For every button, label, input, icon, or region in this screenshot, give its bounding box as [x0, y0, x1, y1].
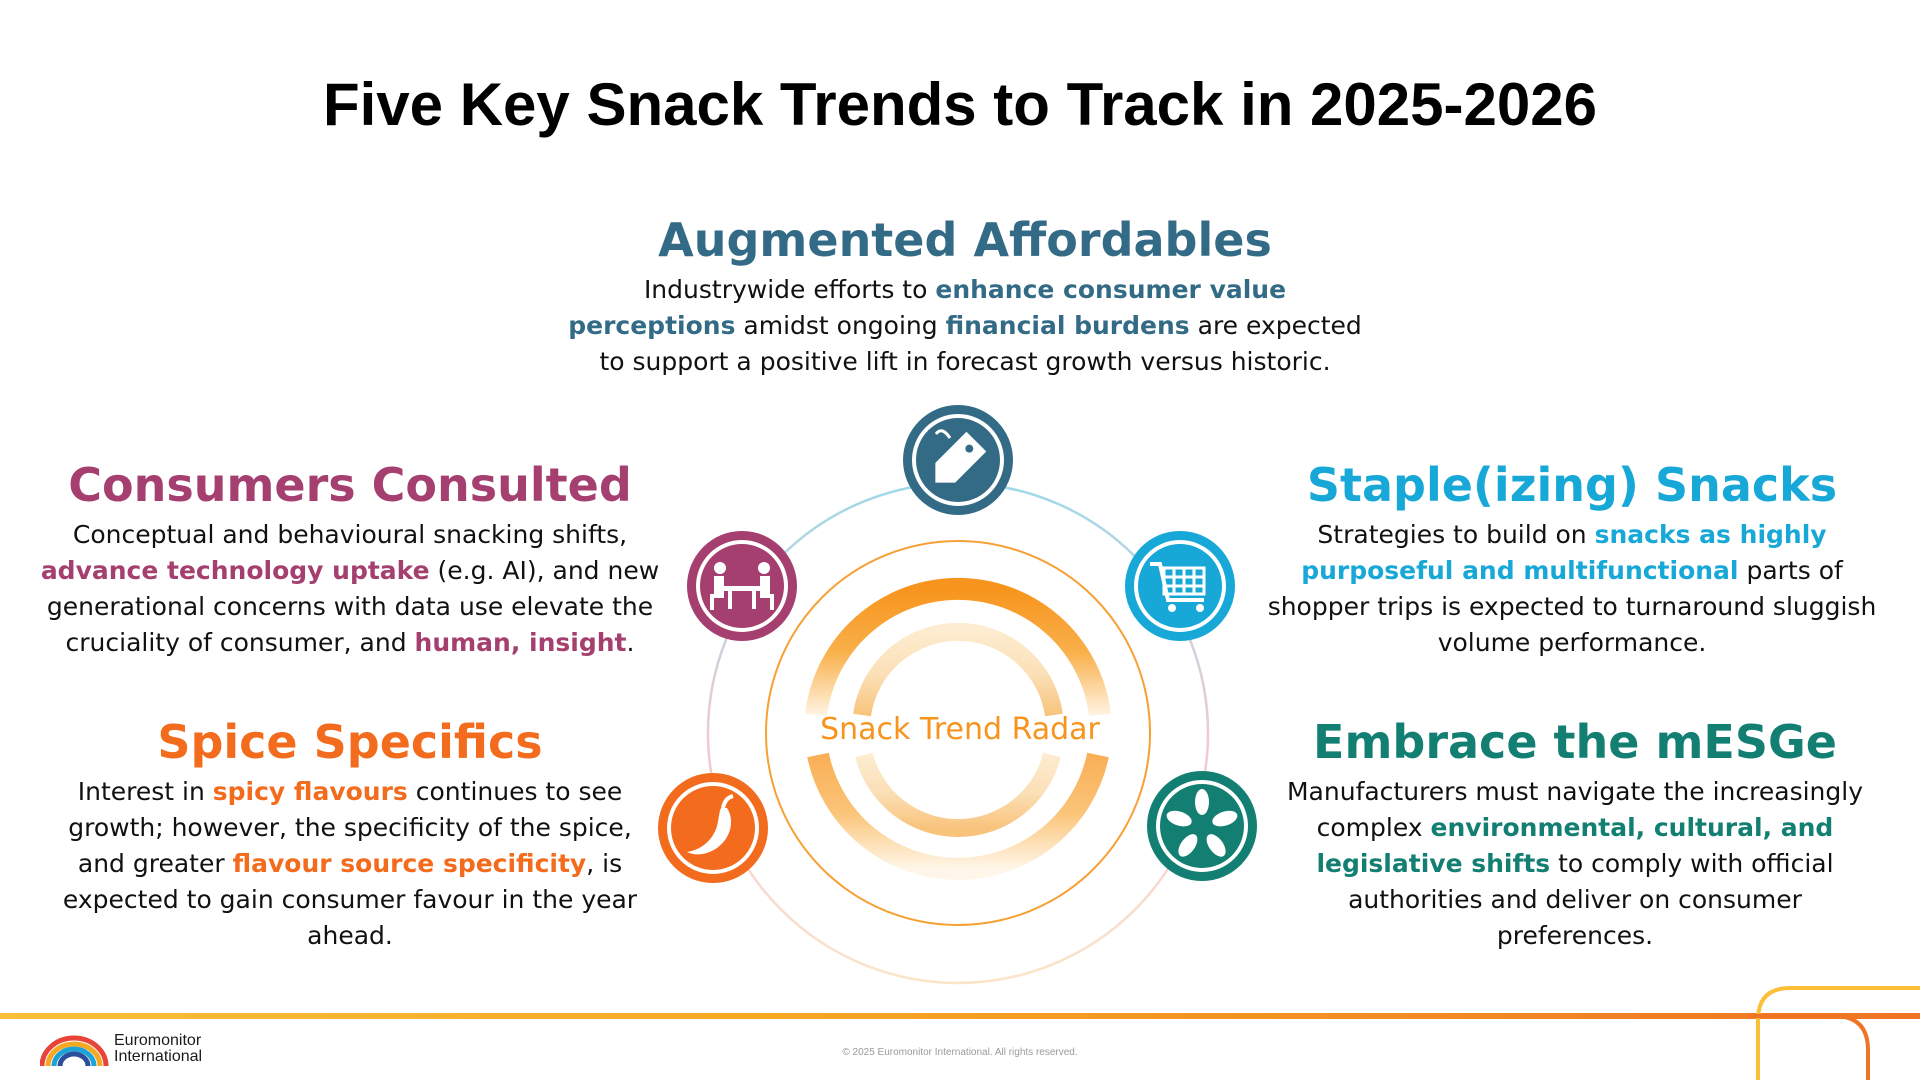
- logo-line-1: Euromonitor: [114, 1032, 202, 1049]
- description-text: Interest in: [77, 777, 213, 806]
- highlighted-text: financial burdens: [945, 311, 1190, 340]
- description-text: Industrywide efforts to: [643, 275, 936, 304]
- highlighted-text: flavour source specificity: [232, 849, 587, 878]
- logo-line-2: International: [114, 1048, 203, 1065]
- inner-arc-bottom: [807, 752, 1109, 880]
- meeting-table-icon: [687, 531, 797, 641]
- highlighted-text: snacks as highly purposeful and multifun…: [1301, 520, 1827, 585]
- trend-consumers-consulted: Consumers Consulted Conceptual and behav…: [30, 457, 670, 661]
- description-text: continues to see growth; however, the sp…: [68, 777, 632, 878]
- inner-arc-top: [805, 577, 1111, 717]
- trend-heading: Embrace the mESGe: [1313, 715, 1837, 769]
- trend-description: Conceptual and behavioural snacking shif…: [30, 517, 670, 661]
- description-text: are expected to support a positive lift …: [599, 311, 1362, 376]
- trend-heading: Consumers Consulted: [68, 458, 632, 512]
- trend-embrace-the-mesge: Embrace the mESGe Manufacturers must nav…: [1285, 714, 1865, 954]
- page-title: Five Key Snack Trends to Track in 2025-2…: [322, 71, 1597, 138]
- description-text: Strategies to build on: [1317, 520, 1595, 549]
- price-tag-icon: [903, 405, 1013, 515]
- trend-stapleizing-snacks: Staple(izing) Snacks Strategies to build…: [1262, 457, 1882, 661]
- core-arc-top: [853, 622, 1063, 717]
- copyright-notice: © 2025 Euromonitor International. All ri…: [842, 1047, 1078, 1058]
- highlighted-text: environmental, cultural, and legislative…: [1316, 813, 1834, 878]
- highlighted-text: advance technology uptake: [40, 556, 430, 585]
- description-text: to comply with official authorities and …: [1348, 849, 1834, 950]
- joined-hands-icon: [1147, 771, 1257, 881]
- description-text: (e.g. AI), and new generational concerns…: [46, 556, 660, 657]
- description-text: , is expected to gain consumer favour in…: [62, 849, 638, 950]
- middle-radar-ring: [765, 540, 1151, 926]
- trend-description: Manufacturers must navigate the increasi…: [1285, 774, 1865, 954]
- euromonitor-logo-text: Euromonitor International: [114, 1033, 202, 1065]
- euromonitor-logo-icon: [40, 1035, 109, 1067]
- highlighted-text: spicy flavours: [212, 777, 408, 806]
- trend-description: Strategies to build on snacks as highly …: [1262, 517, 1882, 661]
- description-text: Manufacturers must navigate the increasi…: [1286, 777, 1863, 842]
- trend-heading: Staple(izing) Snacks: [1306, 458, 1838, 512]
- shopping-cart-icon: [1125, 531, 1235, 641]
- core-arc-bottom: [855, 752, 1061, 838]
- description-text: amidst ongoing: [735, 311, 946, 340]
- trend-heading: Spice Specifics: [157, 715, 543, 769]
- description-text: parts of shopper trips is expected to tu…: [1267, 556, 1877, 657]
- radar-center-label: Snack Trend Radar: [820, 712, 1100, 747]
- footer-divider: [0, 1013, 1920, 1019]
- trend-spice-specifics: Spice Specifics Interest in spicy flavou…: [45, 714, 655, 954]
- corner-decoration: [1750, 986, 1920, 1080]
- highlighted-text: enhance consumer value perceptions: [568, 275, 1287, 340]
- trend-augmented-affordables: Augmented Affordables Industrywide effor…: [510, 212, 1420, 380]
- description-text: .: [626, 628, 635, 657]
- description-text: Conceptual and behavioural snacking shif…: [72, 520, 628, 549]
- highlighted-text: human, insight: [414, 628, 627, 657]
- trend-description: Interest in spicy flavours continues to …: [45, 774, 655, 954]
- trend-heading: Augmented Affordables: [658, 213, 1272, 267]
- chili-pepper-icon: [658, 773, 768, 883]
- trend-description: Industrywide efforts to enhance consumer…: [565, 272, 1365, 380]
